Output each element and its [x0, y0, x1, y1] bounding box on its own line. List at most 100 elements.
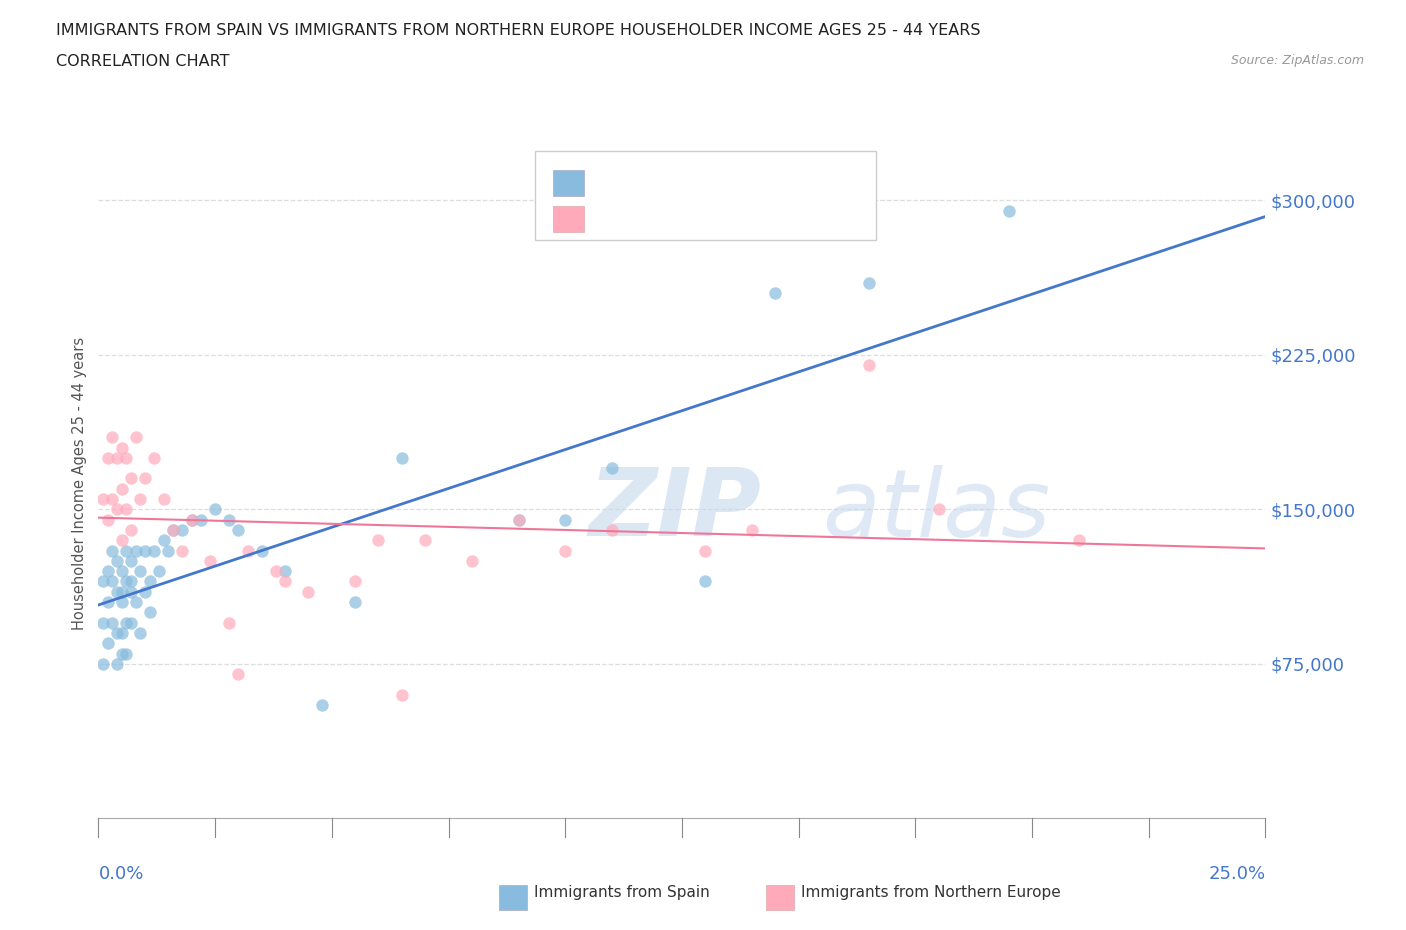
- Y-axis label: Householder Income Ages 25 - 44 years: Householder Income Ages 25 - 44 years: [72, 337, 87, 631]
- Point: [105, 502, 128, 517]
- Point: [105, 553, 128, 568]
- Point: [129, 492, 152, 507]
- Point: [105, 584, 128, 599]
- Point: [97, 594, 120, 609]
- Point: [600, 460, 623, 475]
- Point: [101, 492, 124, 507]
- Point: [134, 584, 156, 599]
- Point: [105, 626, 128, 641]
- Text: Immigrants from Northern Europe: Immigrants from Northern Europe: [801, 885, 1062, 900]
- Point: [554, 543, 576, 558]
- Point: [148, 564, 170, 578]
- Point: [763, 286, 786, 300]
- Text: IMMIGRANTS FROM SPAIN VS IMMIGRANTS FROM NORTHERN EUROPE HOUSEHOLDER INCOME AGES: IMMIGRANTS FROM SPAIN VS IMMIGRANTS FROM…: [56, 23, 981, 38]
- Point: [344, 594, 367, 609]
- Point: [157, 543, 180, 558]
- Point: [152, 533, 174, 548]
- Point: [120, 471, 142, 485]
- Text: atlas: atlas: [823, 465, 1050, 556]
- Point: [461, 553, 484, 568]
- Point: [101, 574, 124, 589]
- Point: [111, 584, 134, 599]
- Point: [105, 450, 128, 465]
- Point: [115, 646, 138, 661]
- Point: [695, 574, 717, 589]
- Point: [162, 523, 184, 538]
- Point: [97, 636, 120, 651]
- Point: [91, 574, 114, 589]
- Point: [120, 523, 142, 538]
- Text: R =: R =: [595, 176, 626, 191]
- Point: [391, 450, 413, 465]
- Point: [1067, 533, 1090, 548]
- Point: [97, 564, 120, 578]
- Text: CORRELATION CHART: CORRELATION CHART: [56, 54, 229, 69]
- Point: [413, 533, 436, 548]
- Point: [274, 564, 297, 578]
- Text: N = 57: N = 57: [696, 176, 752, 191]
- Text: 25.0%: 25.0%: [1208, 865, 1265, 884]
- Point: [508, 512, 530, 527]
- Point: [120, 584, 142, 599]
- Point: [105, 657, 128, 671]
- Text: -0.080: -0.080: [637, 210, 700, 228]
- Point: [101, 430, 124, 445]
- Point: [129, 626, 152, 641]
- Point: [508, 512, 530, 527]
- Point: [172, 523, 194, 538]
- Point: [97, 450, 120, 465]
- Point: [228, 667, 250, 682]
- Point: [204, 502, 226, 517]
- Point: [115, 616, 138, 631]
- Point: [600, 523, 623, 538]
- Point: [264, 564, 287, 578]
- Point: [101, 616, 124, 631]
- Point: [180, 512, 202, 527]
- Point: [997, 203, 1019, 218]
- Point: [139, 574, 162, 589]
- Point: [858, 358, 880, 373]
- Point: [111, 564, 134, 578]
- Point: [190, 512, 212, 527]
- Point: [125, 430, 148, 445]
- Point: [125, 594, 148, 609]
- Point: [120, 574, 142, 589]
- Point: [200, 553, 222, 568]
- Point: [101, 543, 124, 558]
- Point: [111, 626, 134, 641]
- Text: 0.529: 0.529: [637, 175, 693, 193]
- Point: [858, 275, 880, 290]
- Point: [297, 584, 319, 599]
- Text: N = 42: N = 42: [696, 211, 752, 226]
- Point: [172, 543, 194, 558]
- Point: [367, 533, 389, 548]
- Point: [344, 574, 367, 589]
- Point: [218, 512, 240, 527]
- Point: [143, 450, 166, 465]
- Point: [152, 492, 174, 507]
- Point: [180, 512, 202, 527]
- Point: [111, 440, 134, 455]
- Point: [120, 616, 142, 631]
- Point: [115, 450, 138, 465]
- Point: [115, 574, 138, 589]
- Point: [928, 502, 950, 517]
- Point: [139, 604, 162, 619]
- Point: [111, 533, 134, 548]
- Point: [134, 543, 156, 558]
- Point: [143, 543, 166, 558]
- Point: [218, 616, 240, 631]
- Point: [134, 471, 156, 485]
- Point: [111, 594, 134, 609]
- Point: [91, 616, 114, 631]
- Point: [274, 574, 297, 589]
- Point: [115, 502, 138, 517]
- Point: [228, 523, 250, 538]
- Point: [120, 553, 142, 568]
- Point: [91, 492, 114, 507]
- Point: [695, 543, 717, 558]
- Text: Immigrants from Spain: Immigrants from Spain: [534, 885, 710, 900]
- Point: [554, 512, 576, 527]
- Text: R =: R =: [595, 211, 626, 226]
- Text: Source: ZipAtlas.com: Source: ZipAtlas.com: [1230, 54, 1364, 67]
